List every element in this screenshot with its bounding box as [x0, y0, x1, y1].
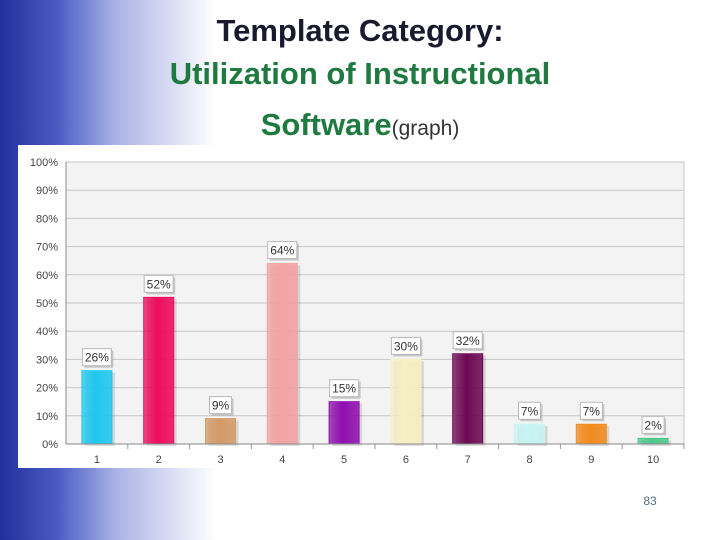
bar-chart: 0%10%20%30%40%50%60%70%80%90%100%26%152%…	[30, 157, 685, 466]
data-label: 7%	[521, 404, 539, 418]
y-tick-label: 50%	[36, 298, 58, 310]
y-tick-label: 60%	[36, 270, 58, 282]
data-label-box	[452, 331, 483, 350]
data-label-box	[390, 336, 421, 355]
data-label-box	[81, 348, 112, 367]
x-tick-label: 5	[341, 454, 347, 466]
data-label: 32%	[456, 334, 480, 348]
bar	[514, 423, 545, 445]
data-label-box	[267, 241, 298, 260]
x-tick-label: 1	[94, 454, 100, 466]
y-tick-label: 30%	[36, 354, 58, 366]
slide-title-line-1: Template Category:	[216, 13, 504, 48]
y-tick-label: 70%	[36, 242, 58, 254]
y-tick-label: 0%	[42, 439, 58, 451]
bar	[205, 418, 236, 445]
bar	[637, 437, 669, 445]
x-tick-label: 7	[465, 454, 471, 466]
y-tick-label: 40%	[36, 326, 58, 338]
y-tick-label: 80%	[36, 213, 58, 225]
data-label-box	[143, 274, 174, 293]
slide-number: 83	[643, 494, 657, 508]
title-main-word: Software	[260, 107, 392, 142]
data-label: 30%	[394, 339, 418, 353]
bar	[81, 370, 113, 445]
data-label-box	[579, 401, 603, 420]
data-label-box	[641, 415, 665, 434]
data-label: 2%	[644, 418, 662, 432]
bar	[390, 358, 422, 445]
x-tick-label: 9	[588, 454, 594, 466]
bar	[143, 296, 175, 445]
data-label: 7%	[583, 404, 601, 418]
data-label: 26%	[85, 351, 109, 365]
x-tick-label: 6	[403, 454, 409, 466]
x-tick-label: 2	[156, 454, 162, 466]
data-label: 15%	[332, 382, 356, 396]
y-tick-label: 10%	[36, 411, 58, 423]
data-label-box	[518, 401, 541, 420]
chart-panel: 0% 10% 20% 30% 40% 50% 60% 70% 80% 90% 100% 26% 1 52%…	[18, 145, 702, 468]
slide-title-line-3: Software(graph)	[0, 106, 720, 148]
x-tick-label: 8	[526, 454, 532, 466]
data-label-box	[209, 396, 232, 415]
bar	[266, 263, 298, 445]
bar	[452, 353, 484, 445]
y-tick-label: 20%	[36, 383, 58, 395]
x-tick-label: 3	[217, 454, 223, 466]
slide-title-line-2: Utilization of Instructional	[169, 56, 551, 91]
bar	[575, 423, 607, 445]
data-label-box	[329, 379, 360, 398]
data-label: 9%	[212, 399, 230, 413]
x-tick-label: 10	[647, 454, 659, 466]
bar	[328, 401, 360, 445]
x-tick-label: 4	[279, 454, 285, 466]
y-tick-label: 100%	[30, 157, 58, 169]
y-tick-label: 90%	[36, 185, 58, 197]
data-label: 52%	[147, 277, 171, 291]
data-label: 64%	[270, 244, 294, 258]
title-suffix: (graph)	[391, 117, 460, 140]
